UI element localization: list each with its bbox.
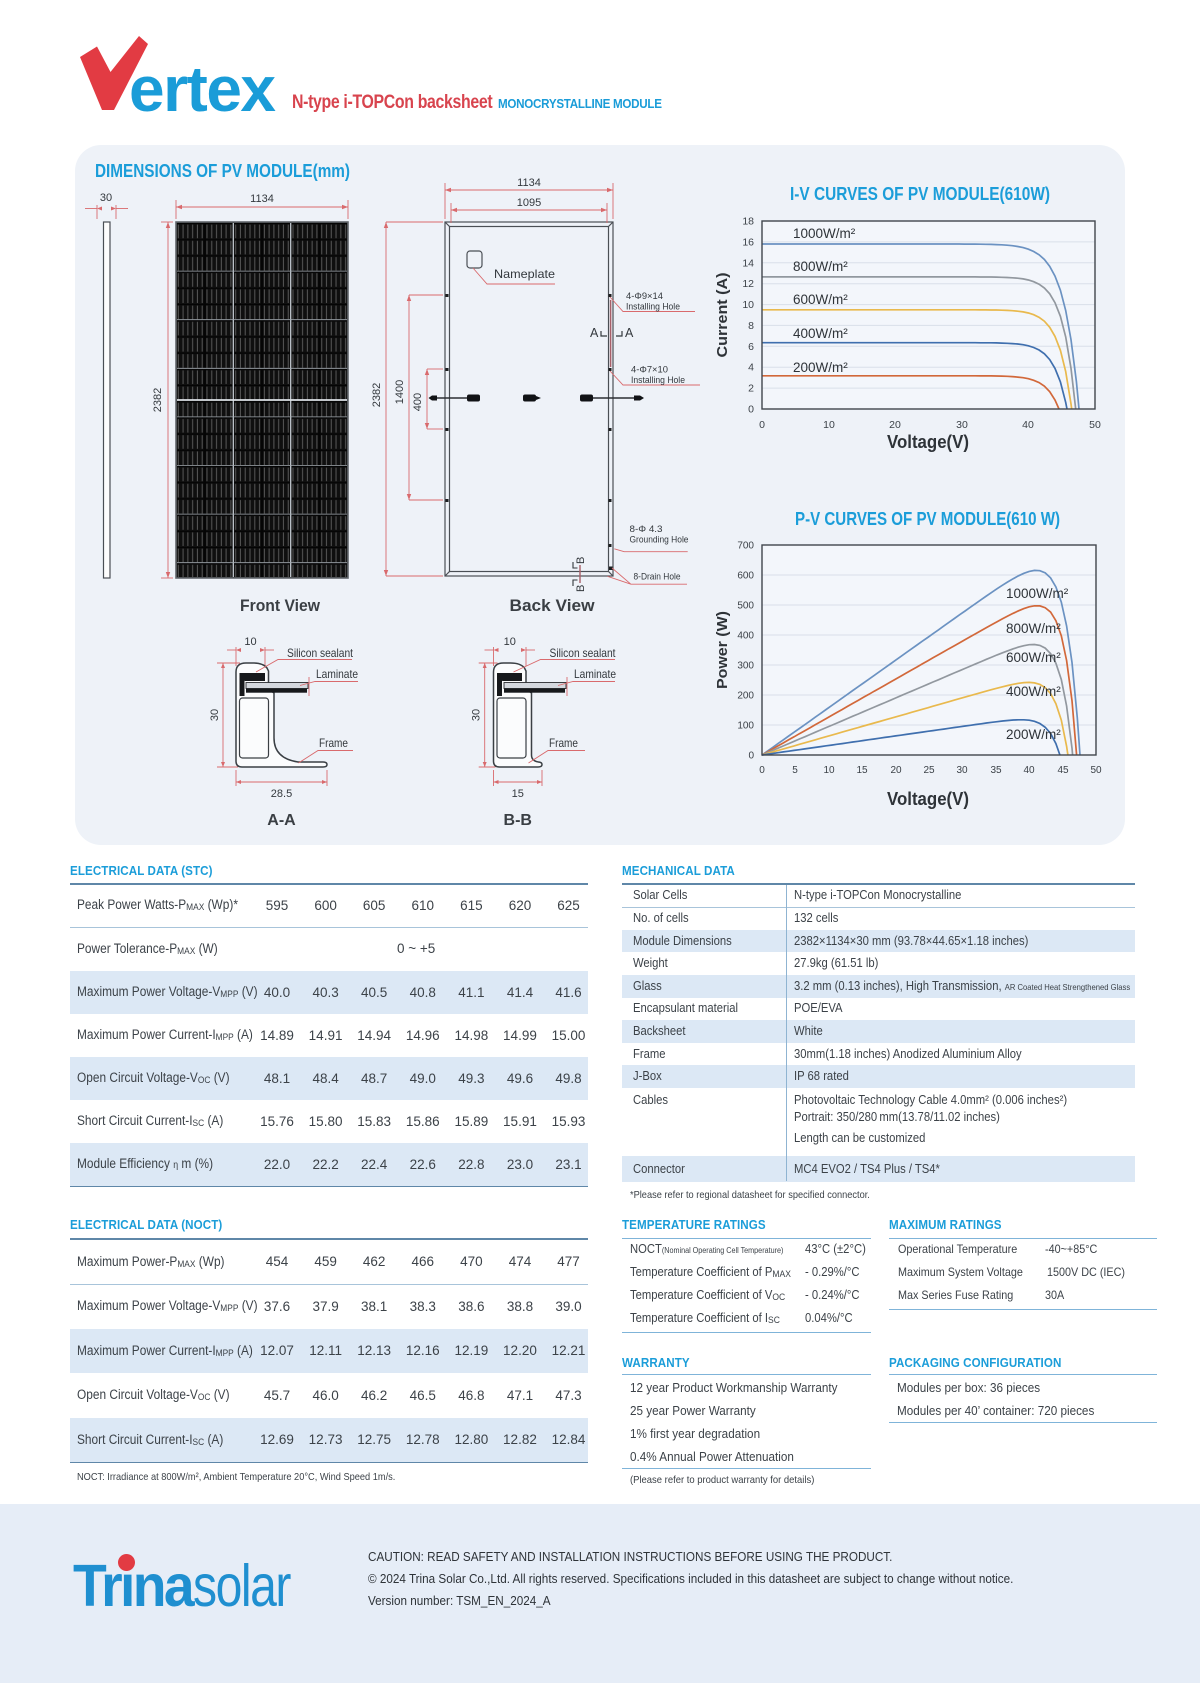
- svg-text:Frame: Frame: [549, 736, 578, 750]
- svg-text:18: 18: [742, 216, 754, 228]
- svg-text:B-B: B-B: [504, 812, 532, 829]
- svg-text:Current (A): Current (A): [715, 272, 731, 357]
- svg-text:4-Φ7×10: 4-Φ7×10: [631, 365, 668, 376]
- svg-text:12: 12: [742, 278, 754, 290]
- svg-text:30: 30: [471, 709, 483, 721]
- svg-text:800W/m²: 800W/m²: [1006, 621, 1061, 636]
- svg-text:28.5: 28.5: [271, 788, 292, 800]
- svg-text:0: 0: [759, 765, 765, 776]
- svg-text:20: 20: [889, 419, 901, 431]
- svg-text:400: 400: [737, 631, 754, 642]
- svg-text:300: 300: [737, 661, 754, 672]
- svg-text:14: 14: [742, 257, 754, 269]
- svg-text:25: 25: [923, 765, 935, 776]
- svg-text:600W/m²: 600W/m²: [793, 292, 848, 307]
- svg-text:Nameplate: Nameplate: [494, 267, 555, 281]
- svg-text:400: 400: [412, 393, 424, 411]
- svg-text:8-Drain Hole: 8-Drain Hole: [634, 572, 681, 583]
- svg-text:I-V CURVES OF PV MODULE(610W): I-V CURVES OF PV MODULE(610W): [790, 184, 1050, 204]
- svg-text:2382: 2382: [152, 388, 164, 412]
- svg-text:10: 10: [823, 419, 835, 431]
- svg-text:600: 600: [737, 571, 754, 582]
- svg-text:1400: 1400: [394, 380, 406, 404]
- svg-text:B: B: [575, 557, 587, 564]
- svg-text:30: 30: [209, 709, 221, 721]
- svg-text:16: 16: [742, 236, 754, 248]
- svg-text:Installing Hole: Installing Hole: [631, 375, 685, 386]
- svg-text:10: 10: [823, 765, 835, 776]
- svg-text:800W/m²: 800W/m²: [793, 259, 848, 274]
- svg-text:200W/m²: 200W/m²: [793, 360, 848, 375]
- svg-text:1000W/m²: 1000W/m²: [793, 226, 856, 241]
- svg-text:0: 0: [748, 751, 754, 762]
- svg-text:2382: 2382: [371, 383, 383, 407]
- svg-text:A-A: A-A: [267, 812, 296, 829]
- svg-text:Silicon sealant: Silicon sealant: [287, 646, 354, 660]
- svg-text:20: 20: [890, 765, 902, 776]
- svg-text:40: 40: [1022, 419, 1034, 431]
- svg-text:B: B: [575, 585, 587, 592]
- svg-text:Laminate: Laminate: [574, 667, 616, 681]
- svg-text:Voltage(V): Voltage(V): [887, 789, 969, 809]
- svg-text:500: 500: [737, 601, 754, 612]
- svg-text:45: 45: [1057, 765, 1069, 776]
- svg-text:P-V CURVES OF PV MODULE(610 W): P-V CURVES OF PV MODULE(610 W): [795, 509, 1060, 529]
- svg-text:30: 30: [956, 419, 968, 431]
- svg-text:8: 8: [748, 320, 754, 332]
- svg-text:40: 40: [1023, 765, 1035, 776]
- svg-text:Grounding Hole: Grounding Hole: [630, 535, 689, 546]
- svg-text:35: 35: [990, 765, 1002, 776]
- svg-text:A: A: [590, 326, 599, 340]
- svg-text:15: 15: [512, 788, 524, 800]
- svg-text:Laminate: Laminate: [316, 667, 358, 681]
- svg-text:2: 2: [748, 383, 754, 395]
- svg-text:600W/m²: 600W/m²: [1006, 650, 1061, 665]
- svg-text:400W/m²: 400W/m²: [1006, 684, 1061, 699]
- svg-text:Silicon sealant: Silicon sealant: [550, 646, 617, 660]
- svg-text:0: 0: [748, 404, 754, 416]
- svg-text:200W/m²: 200W/m²: [1006, 727, 1061, 742]
- svg-text:5: 5: [792, 765, 798, 776]
- svg-text:Frame: Frame: [319, 736, 348, 750]
- svg-text:10: 10: [742, 299, 754, 311]
- svg-text:4: 4: [748, 362, 754, 374]
- svg-text:10: 10: [244, 636, 256, 648]
- svg-text:8-Φ 4.3: 8-Φ 4.3: [630, 524, 663, 535]
- svg-text:700: 700: [737, 541, 754, 552]
- svg-text:50: 50: [1089, 419, 1101, 431]
- svg-text:6: 6: [748, 341, 754, 353]
- svg-text:A: A: [625, 326, 634, 340]
- svg-text:1000W/m²: 1000W/m²: [1006, 586, 1069, 601]
- svg-text:Power (W): Power (W): [715, 611, 731, 689]
- svg-text:30: 30: [100, 192, 112, 204]
- svg-text:Back View: Back View: [510, 596, 596, 615]
- svg-text:Installing Hole: Installing Hole: [626, 302, 680, 313]
- svg-text:1095: 1095: [517, 197, 541, 209]
- svg-text:4-Φ9×14: 4-Φ9×14: [626, 291, 663, 302]
- svg-text:30: 30: [956, 765, 968, 776]
- svg-text:0: 0: [759, 419, 765, 431]
- svg-text:200: 200: [737, 691, 754, 702]
- svg-text:100: 100: [737, 721, 754, 732]
- svg-text:15: 15: [856, 765, 868, 776]
- svg-text:1134: 1134: [250, 193, 274, 205]
- svg-text:400W/m²: 400W/m²: [793, 326, 848, 341]
- svg-text:Front View: Front View: [240, 596, 321, 615]
- svg-text:Voltage(V): Voltage(V): [887, 432, 969, 452]
- svg-text:1134: 1134: [517, 177, 541, 189]
- svg-text:50: 50: [1090, 765, 1102, 776]
- svg-text:DIMENSIONS OF PV MODULE(mm): DIMENSIONS OF PV MODULE(mm): [95, 160, 350, 181]
- svg-text:10: 10: [504, 636, 516, 648]
